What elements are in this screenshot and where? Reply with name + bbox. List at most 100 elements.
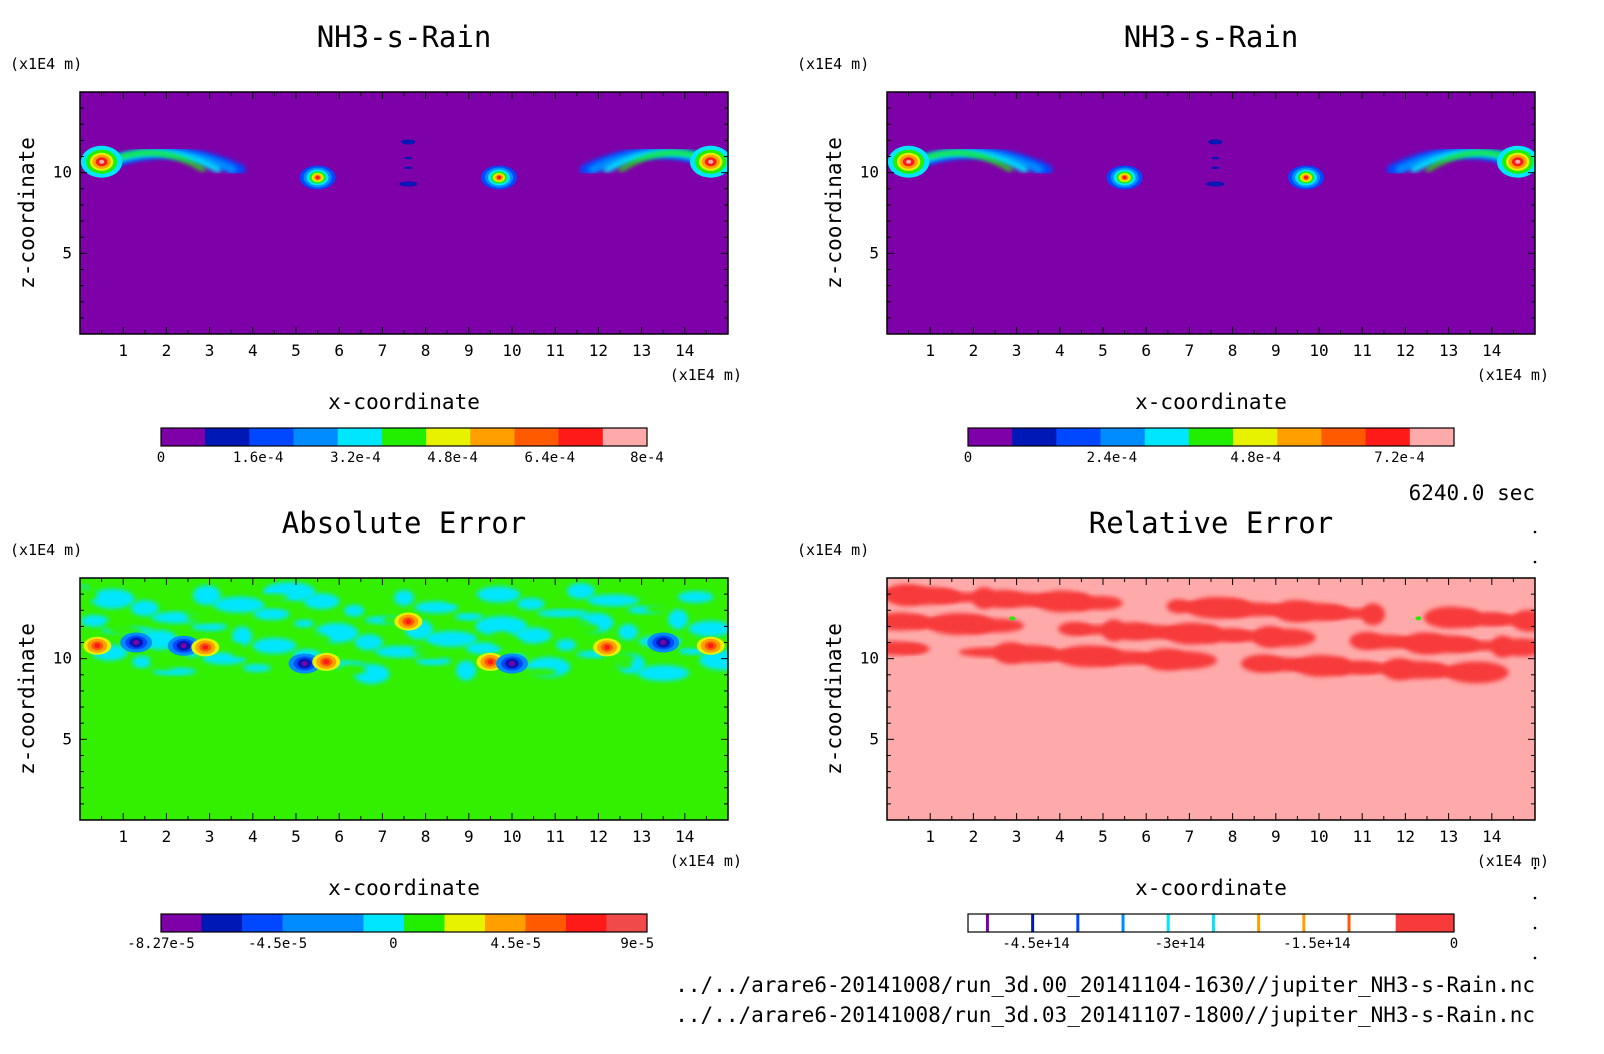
error-patch: [616, 660, 633, 669]
x-tick-label: 8: [1228, 827, 1238, 846]
rain-streak: [399, 181, 418, 187]
colorbar-tick-label: -4.5e+14: [1002, 936, 1069, 952]
colorbar-segment: [1321, 428, 1367, 446]
error-dipole: [604, 644, 611, 650]
error-patch: [475, 616, 528, 637]
colorbar: 0 2.4e-4 4.8e-4 7.2e-4: [964, 427, 1455, 466]
colorbar-segment: [606, 914, 648, 932]
error-patch: [149, 657, 166, 666]
error-patch: [232, 626, 252, 647]
error-patch: [354, 634, 383, 651]
x-tick-label: 14: [1482, 827, 1501, 846]
colorbar-segment: [337, 428, 383, 446]
colorbar-tick-label: 3.2e-4: [330, 450, 381, 466]
x-tick-label: 3: [1012, 827, 1022, 846]
z-tick-label: 10: [860, 649, 879, 668]
x-tick-label: 2: [969, 341, 979, 360]
rain-streak: [1211, 166, 1220, 170]
z-unit-label: (x1E4 m): [10, 55, 82, 73]
rain-cell: [1303, 175, 1309, 180]
error-dipole: [202, 644, 209, 650]
colorbar-segment: [282, 914, 324, 932]
x-tick-label: 13: [1439, 341, 1458, 360]
error-dipole: [509, 661, 515, 667]
error-patch: [130, 600, 159, 617]
x-tick-label: 14: [675, 827, 694, 846]
colorbar-tick-label: 0: [157, 450, 165, 466]
error-patch: [213, 596, 266, 613]
error-patch: [303, 593, 340, 610]
error-patch: [415, 657, 452, 666]
x-unit-label: (x1E4 m): [670, 852, 742, 870]
error-patch: [132, 655, 152, 668]
error-patch: [186, 612, 221, 623]
colorbar-segment: [323, 914, 364, 932]
x-tick-label: 7: [378, 827, 388, 846]
x-tick-label: 1: [925, 341, 935, 360]
x-axis-label: x-coordinate: [328, 390, 480, 414]
error-patch: [80, 590, 98, 601]
x-tick-label: 10: [1309, 827, 1328, 846]
colorbar-segment: [470, 428, 515, 446]
x-tick-label: 9: [1271, 341, 1281, 360]
error-dipole: [660, 640, 667, 646]
colorbar-segment: [1144, 428, 1190, 446]
x-axis-label: x-coordinate: [328, 876, 480, 900]
x-axis-label: x-coordinate: [1135, 390, 1287, 414]
colorbar: 0 1.6e-4 3.2e-4 4.8e-4 6.4e-4 8e-4: [157, 427, 664, 466]
x-tick-label: 14: [1482, 341, 1501, 360]
panel-bottom-left: Absolute Error (x1E4 m) 1 2 3 4 5 6 7 8 9 10 11 12 1…: [10, 506, 742, 952]
colorbar-tick-label: 0: [964, 450, 972, 466]
x-tick-label: 4: [1055, 341, 1065, 360]
x-tick-label: 3: [1012, 341, 1022, 360]
x-tick-label: 12: [1396, 341, 1415, 360]
rain-streak: [1211, 156, 1220, 160]
error-patch: [394, 589, 414, 606]
error-patch: [1261, 628, 1316, 647]
colorbar: -4.5e+14 -3e+14 -1.5e+14 0: [967, 913, 1458, 952]
colorbar-frame: [160, 913, 648, 933]
rain-streak: [1206, 181, 1225, 187]
rain-core: [708, 159, 714, 164]
error-patch: [425, 630, 478, 647]
colorbar-segment: [514, 428, 560, 446]
error-patch: [523, 668, 558, 677]
colorbar-segment: [444, 914, 486, 932]
error-dipole: [405, 619, 412, 625]
error-patch: [515, 627, 552, 644]
panel-bottom-right: Relative Error (x1E4 m) 1 2 3 4 5 6 7 8 9 10 11 12 1…: [797, 506, 1549, 952]
error-patch: [1361, 603, 1385, 626]
x-tick-label: 7: [1185, 341, 1195, 360]
error-patch: [80, 614, 109, 627]
colorbar-tick-label: -1.5e+14: [1283, 936, 1350, 952]
error-patch: [516, 597, 545, 610]
x-tick-label: 14: [675, 341, 694, 360]
error-dipole: [94, 643, 101, 649]
error-patch: [338, 664, 367, 675]
x-tick-label: 5: [1098, 827, 1108, 846]
error-patch: [587, 594, 640, 607]
error-patch: [414, 601, 459, 614]
error-patch: [566, 583, 595, 600]
x-tick-label: 2: [969, 827, 979, 846]
error-dipole: [133, 640, 140, 646]
z-tick-label: 5: [62, 729, 72, 748]
error-patch: [668, 609, 688, 630]
colorbar-segment: [293, 428, 339, 446]
error-patch: [252, 637, 297, 654]
colorbar-segment: [968, 428, 1013, 446]
colorbar-segment: [558, 428, 604, 446]
colorbar-frame: [967, 913, 1455, 933]
error-patch: [192, 585, 221, 606]
error-patch: [493, 638, 522, 647]
error-patch: [263, 600, 298, 607]
colorbar-segment: [363, 914, 405, 932]
colorbar-segment: [161, 914, 202, 932]
field-contents: [80, 92, 728, 334]
error-patch: [537, 609, 590, 618]
panel-top-left: NH3-s-Rain (x1E4 m) 1 2 3 4 5 6 7 8 9 10 11 12 13 145…: [10, 20, 742, 466]
x-tick-label: 1: [925, 827, 935, 846]
error-patch: [412, 646, 435, 655]
